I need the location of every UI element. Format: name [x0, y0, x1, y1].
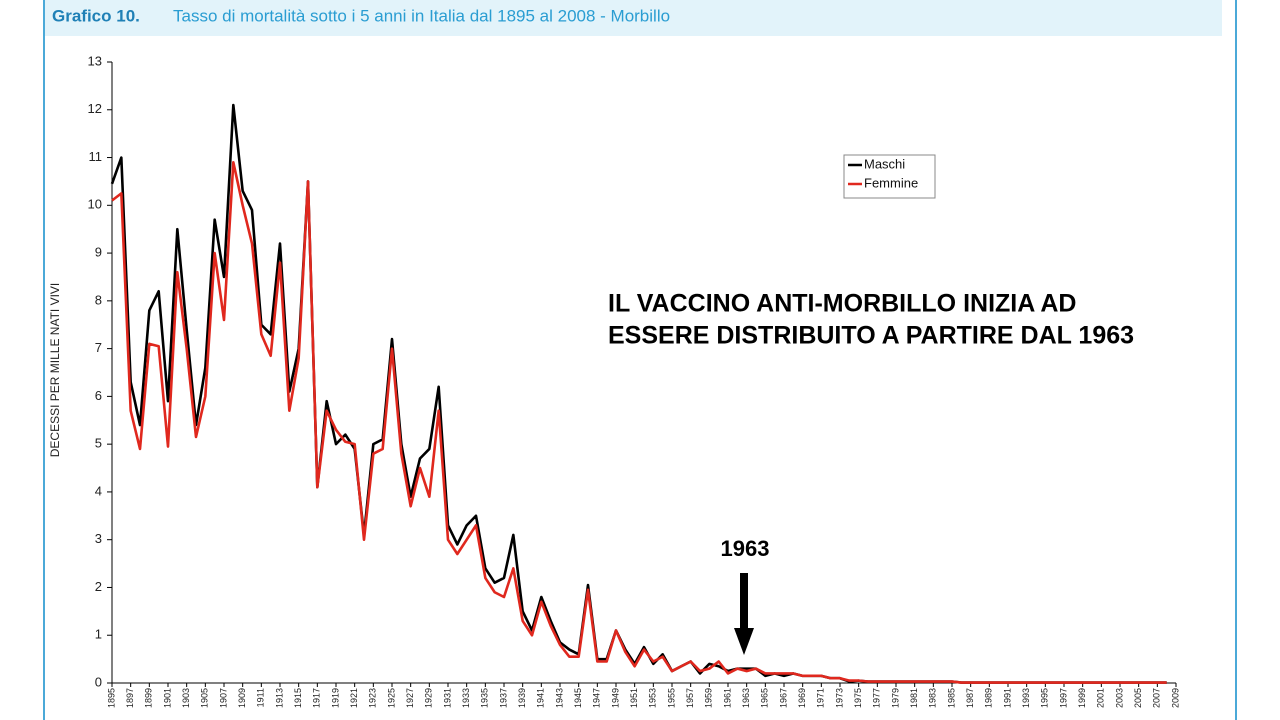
y-tick-label: 1 — [95, 627, 102, 642]
y-tick-label: 8 — [95, 292, 102, 307]
title-label: Grafico 10. — [52, 6, 140, 25]
x-tick-label: 1905 — [200, 688, 210, 708]
legend — [843, 154, 936, 199]
y-tick-label: 2 — [95, 579, 102, 594]
x-tick-label: 1987 — [965, 688, 975, 708]
x-tick-label: 1935 — [480, 688, 490, 708]
x-tick-label: 1973 — [834, 688, 844, 708]
x-tick-label: 1909 — [237, 688, 247, 708]
x-tick-label: 1997 — [1058, 688, 1068, 708]
x-tick-label: 1975 — [853, 688, 863, 708]
x-tick-label: 1933 — [461, 688, 471, 708]
x-tick-label: 1959 — [704, 688, 714, 708]
x-tick-label: 1899 — [144, 688, 154, 708]
x-tick-label: 1945 — [573, 688, 583, 708]
series-line — [110, 103, 1167, 684]
x-tick-label: 1895 — [106, 688, 116, 708]
x-tick-label: 1923 — [368, 688, 378, 708]
x-tick-label: 1977 — [872, 688, 882, 708]
y-tick-label: 13 — [88, 53, 102, 68]
x-tick-label: 1955 — [666, 688, 676, 708]
y-tick-label: 11 — [89, 149, 103, 164]
x-tick-label: 1929 — [424, 688, 434, 708]
x-tick-label: 1963 — [741, 688, 751, 708]
x-tick-label: 1949 — [610, 688, 620, 708]
x-tick-label: 1937 — [498, 688, 508, 708]
x-tick-label: 1971 — [816, 688, 826, 708]
y-tick-label: 6 — [95, 388, 102, 403]
y-tick-label: 12 — [88, 101, 102, 116]
x-tick-label: 1931 — [442, 688, 452, 708]
x-tick-label: 1927 — [405, 688, 415, 708]
x-tick-label: 2003 — [1114, 688, 1124, 708]
legend-label: Femmine — [864, 175, 918, 190]
x-tick-label: 2001 — [1096, 688, 1106, 708]
x-tick-label: 2007 — [1152, 688, 1162, 708]
y-tick-label: 10 — [88, 197, 102, 212]
x-tick-label: 1961 — [722, 688, 732, 708]
x-tick-label: 1985 — [946, 688, 956, 708]
x-tick-label: 1947 — [592, 688, 602, 708]
x-tick-label: 1957 — [685, 688, 695, 708]
x-tick-label: 1943 — [554, 688, 564, 708]
y-tick-label: 7 — [95, 340, 102, 355]
x-tick-label: 1981 — [909, 688, 919, 708]
x-tick-label: 1951 — [629, 688, 639, 708]
x-tick-label: 1991 — [1002, 688, 1012, 708]
y-tick-label: 3 — [95, 531, 102, 546]
x-tick-label: 1993 — [1021, 688, 1031, 708]
x-tick-label: 1941 — [536, 688, 546, 708]
y-tick-label: 9 — [95, 245, 102, 260]
x-tick-label: 1983 — [928, 688, 938, 708]
x-tick-label: 1913 — [274, 688, 284, 708]
y-axis-label: DECESSI PER MILLE NATI VIVI — [48, 283, 62, 458]
legend-label: Maschi — [864, 156, 905, 171]
x-tick-label: 1919 — [330, 688, 340, 708]
x-tick-label: 1965 — [760, 688, 770, 708]
x-tick-label: 1939 — [517, 688, 527, 708]
x-tick-label: 2009 — [1170, 688, 1180, 708]
annotation: 1963 — [721, 536, 770, 561]
annotation: ESSERE DISTRIBUITO A PARTIRE DAL 1963 — [608, 322, 1134, 350]
title-bar — [44, 0, 1222, 36]
x-tick-label: 2005 — [1133, 688, 1143, 708]
y-tick-label: 4 — [95, 483, 102, 498]
x-tick-label: 1921 — [349, 688, 359, 708]
annotation: IL VACCINO ANTI-MORBILLO INIZIA AD — [608, 290, 1076, 318]
x-tick-label: 1967 — [778, 688, 788, 708]
x-tick-label: 1999 — [1077, 688, 1087, 708]
x-tick-label: 1995 — [1040, 688, 1050, 708]
x-tick-label: 1917 — [312, 688, 322, 708]
chart-title: Tasso di mortalità sotto i 5 anni in Ita… — [173, 6, 670, 25]
x-tick-label: 1979 — [890, 688, 900, 708]
x-tick-label: 1915 — [293, 688, 303, 708]
x-tick-label: 1969 — [797, 688, 807, 708]
y-tick-label: 0 — [95, 674, 102, 689]
x-tick-label: 1925 — [386, 688, 396, 708]
series-line — [111, 161, 1167, 684]
y-tick-label: 5 — [95, 436, 102, 451]
x-tick-label: 1911 — [256, 688, 266, 707]
x-tick-label: 1907 — [218, 688, 228, 708]
x-tick-label: 1903 — [181, 688, 191, 708]
x-tick-label: 1897 — [125, 688, 135, 708]
x-tick-label: 1901 — [162, 688, 172, 708]
x-tick-label: 1989 — [984, 688, 994, 708]
x-tick-label: 1953 — [648, 688, 658, 708]
arrow — [734, 573, 754, 655]
